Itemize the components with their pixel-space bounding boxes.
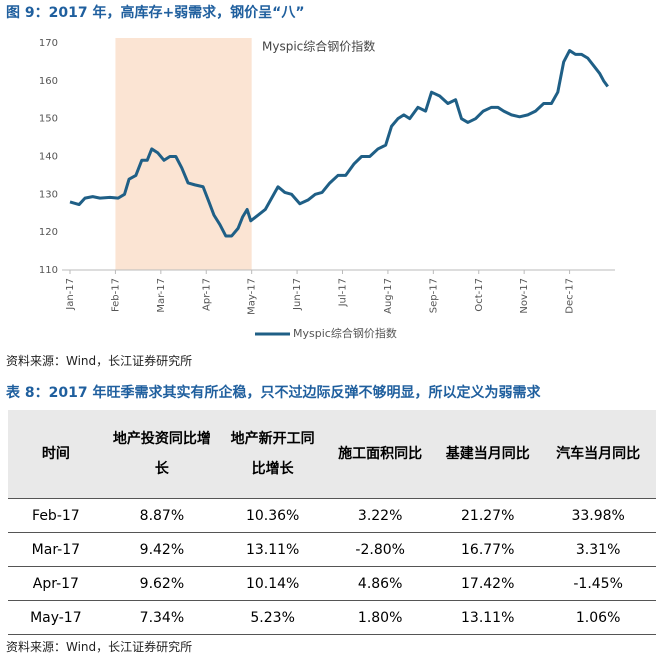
table-row: May-17 7.34% 5.23% 1.80% 13.11% 1.06% xyxy=(8,600,656,635)
table-cell: 8.87% xyxy=(103,498,221,533)
table-cell: 33.98% xyxy=(540,498,656,533)
x-tick-label: Jan-17 xyxy=(65,278,76,311)
column-header: 地产新开工同比增长 xyxy=(220,410,326,499)
table-row: Feb-17 8.87% 10.36% 3.22% 21.27% 33.98% xyxy=(8,498,656,533)
chart: Myspic综合钢价指数 Myspic综合钢价指数 110 120 130 140 15… xyxy=(39,38,615,340)
y-tick-label: 150 xyxy=(39,114,58,125)
x-tick-label: Mar-17 xyxy=(156,278,167,313)
x-tick-label: Apr-17 xyxy=(201,278,212,311)
table-cell: 10.14% xyxy=(220,566,326,601)
x-tick-label: Nov-17 xyxy=(519,278,530,314)
table-cell: 5.23% xyxy=(220,600,326,635)
table-cell: -1.45% xyxy=(540,566,656,601)
table-cell: Apr-17 xyxy=(8,566,104,601)
figure-title: 图 9：2017 年，高库存+弱需求，钢价呈“八” xyxy=(6,5,305,21)
table-cell: May-17 xyxy=(8,600,104,635)
table-cell: 10.36% xyxy=(220,498,326,533)
table-cell: -2.80% xyxy=(325,532,436,567)
y-tick-label: 140 xyxy=(39,152,58,163)
data-table: 时间 地产投资同比增长 地产新开工同比增长 施工面积同比 基建当月同比 汽车当月同比 Feb… xyxy=(8,410,656,635)
table-cell: Mar-17 xyxy=(8,532,104,567)
table-cell: Feb-17 xyxy=(8,498,104,533)
x-tick-label: Dec-17 xyxy=(565,278,576,314)
column-header: 汽车当月同比 xyxy=(540,410,656,499)
figure-source: 资料来源：Wind，长江证券研究所 xyxy=(6,354,193,368)
legend-label: Myspic综合钢价指数 xyxy=(293,326,397,340)
x-tick-label: Sep-17 xyxy=(428,278,439,313)
x-tick-label: Jul-17 xyxy=(338,278,349,307)
table-cell: 9.62% xyxy=(103,566,221,601)
table-cell: 16.77% xyxy=(435,532,541,567)
table-cell: 17.42% xyxy=(435,566,541,601)
column-header: 基建当月同比 xyxy=(435,410,541,499)
table-row: Mar-17 9.42% 13.11% -2.80% 16.77% 3.31% xyxy=(8,532,656,567)
table-cell: 3.22% xyxy=(325,498,436,533)
data-line xyxy=(69,49,609,238)
table-source: 资料来源：Wind，长江证券研究所 xyxy=(6,640,193,654)
column-header: 时间 xyxy=(8,410,104,499)
table-cell: 4.86% xyxy=(325,566,436,601)
y-tick-label: 160 xyxy=(39,76,58,87)
table-row: Apr-17 9.62% 10.14% 4.86% 17.42% -1.45% xyxy=(8,566,656,601)
y-tick-label: 130 xyxy=(39,189,58,200)
x-tick-label: Oct-17 xyxy=(474,278,485,312)
table-cell: 1.80% xyxy=(325,600,436,635)
column-header: 施工面积同比 xyxy=(325,410,436,499)
table-cell: 21.27% xyxy=(435,498,541,533)
table-cell: 3.31% xyxy=(540,532,656,567)
x-tick-label: Aug-17 xyxy=(383,278,394,314)
table-cell: 9.42% xyxy=(103,532,221,567)
table-cell: 7.34% xyxy=(103,600,221,635)
table-cell: 13.11% xyxy=(220,532,326,567)
annotation: Myspic综合钢价指数 xyxy=(262,39,375,54)
x-tick-label: May-17 xyxy=(247,278,258,315)
shaded-region xyxy=(115,38,252,270)
table-title: 表 8：2017 年旺季需求其实有所企稳，只不过边际反弹不够明显，所以定义为弱需… xyxy=(6,385,541,401)
x-tick-label: Jun-17 xyxy=(292,278,303,311)
y-tick-label: 170 xyxy=(39,38,58,49)
column-header: 地产投资同比增长 xyxy=(103,410,221,499)
table-cell: 1.06% xyxy=(540,600,656,635)
x-tick-label: Feb-17 xyxy=(110,278,121,312)
table-cell: 13.11% xyxy=(435,600,541,635)
y-tick-label: 110 xyxy=(39,265,58,276)
y-tick-label: 120 xyxy=(39,227,58,238)
